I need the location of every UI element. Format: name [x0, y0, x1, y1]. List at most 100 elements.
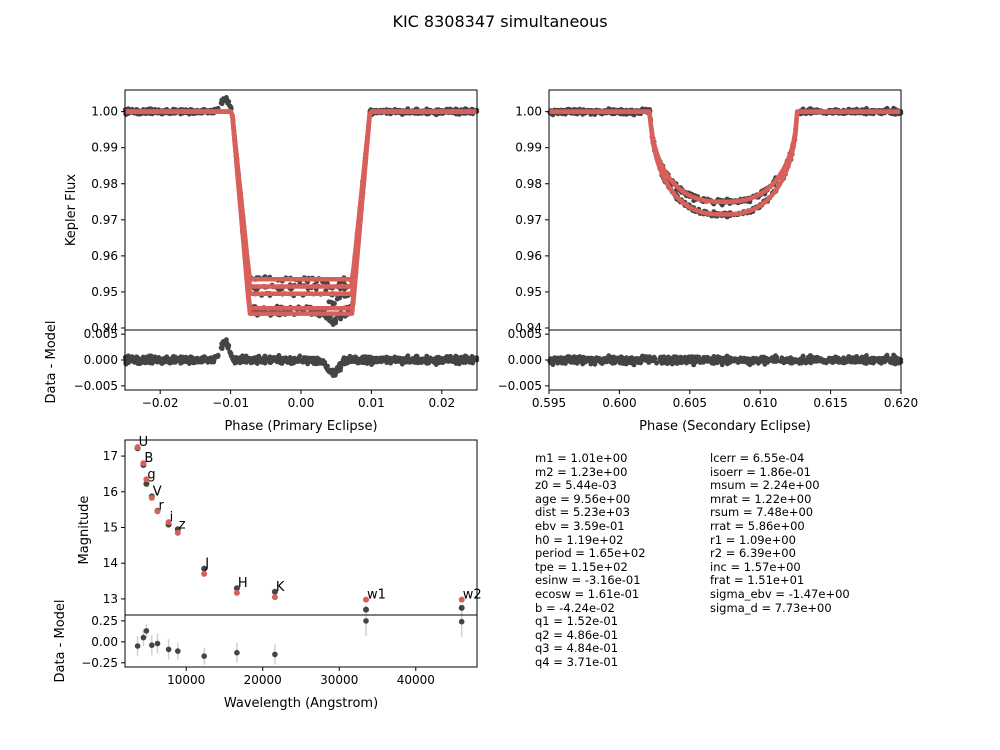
residual-point: [686, 358, 692, 363]
flux-data-point: [337, 315, 343, 321]
residual-point: [178, 360, 184, 366]
residual-point: [314, 355, 320, 361]
residual-point: [211, 357, 216, 362]
residual-point: [191, 360, 196, 366]
residual-point: [278, 357, 284, 363]
sed-residual-point: [175, 648, 181, 654]
residual-point: [296, 355, 301, 361]
sed-x-ticks: 10000 20000 30000 40000: [167, 667, 435, 687]
residual-point: [399, 356, 405, 362]
residual-point: [254, 360, 260, 365]
secondary-residual-y-ticks: 0.005 0.000 −0.005: [498, 327, 549, 393]
sed-residual-point: [458, 618, 465, 625]
sed-data-point: [233, 589, 240, 596]
residual-point: [657, 357, 663, 362]
residual-point: [556, 359, 562, 365]
sed-data-point: [154, 508, 161, 515]
sed-band-label: H: [238, 576, 248, 591]
residual-point: [325, 363, 330, 369]
residual-point: [566, 356, 572, 362]
sed-x-axis-label: Wavelength (Angstrom): [224, 696, 378, 711]
parameter-line: inc = 1.57e+00: [710, 559, 801, 574]
residual-point: [877, 355, 883, 361]
residual-point: [469, 355, 474, 361]
sed-band-label: i: [170, 510, 174, 525]
sed-residual-point: [165, 646, 172, 653]
residual-point: [841, 355, 846, 361]
parameter-line: ecosw = 1.61e-01: [535, 586, 640, 601]
secondary-residual-points: [547, 352, 904, 368]
primary-residual-y-axis-label: Data - Model: [44, 320, 59, 403]
residual-point: [675, 355, 680, 361]
residual-point: [800, 353, 806, 359]
primary-x-ticks: −0.02 −0.01 0.00 0.01 0.02: [142, 390, 455, 410]
residual-point: [387, 357, 393, 362]
primary-residual-y-ticks: 0.005 0.000 −0.005: [74, 327, 125, 393]
residual-point: [126, 359, 132, 365]
secondary-eclipse-panel: 0.595 0.600 0.605 0.610 0.615 0.620 0.940.950…: [498, 89, 918, 434]
sed-band-label: V: [153, 484, 162, 499]
residual-point: [239, 359, 245, 364]
residual-point: [749, 358, 755, 363]
residual-point: [446, 356, 452, 362]
residual-point: [572, 360, 578, 365]
residual-point: [228, 351, 234, 356]
primary-flux-y-ticks: 0.94 0.95 0.96 0.97 0.98 0.99 1.00: [91, 105, 125, 335]
residual-point: [732, 356, 738, 362]
residual-point: [690, 360, 695, 365]
residual-point: [738, 355, 743, 361]
sed-band-label: w1: [367, 588, 386, 603]
residual-point: [761, 355, 767, 361]
residual-point: [631, 362, 637, 368]
residual-point: [247, 356, 253, 362]
parameter-line: ebv = 3.59e-01: [535, 518, 625, 533]
flux-data-point: [328, 299, 334, 305]
y-tick-label: 0.25: [91, 614, 118, 628]
residual-point: [181, 357, 187, 363]
residual-point: [660, 359, 666, 365]
secondary-flux-y-ticks: 0.94 0.95 0.96 0.97 0.98 0.99 1.00: [515, 105, 549, 335]
y-tick-label: 1.00: [515, 105, 542, 119]
x-tick-label: 0.605: [673, 396, 707, 410]
residual-point: [309, 358, 314, 364]
residual-point: [680, 357, 686, 363]
residual-point: [556, 355, 562, 361]
residual-point: [793, 357, 799, 362]
parameter-line: m2 = 1.23e+00: [535, 464, 628, 479]
y-tick-label: 0.95: [515, 285, 542, 299]
residual-point: [330, 367, 336, 373]
residual-point: [138, 357, 144, 363]
parameter-line: lcerr = 6.55e-04: [710, 451, 805, 465]
x-tick-label: 20000: [244, 673, 282, 687]
y-tick-label: 17: [103, 449, 118, 463]
x-tick-label: 0.01: [358, 396, 385, 410]
residual-point: [818, 358, 824, 363]
y-tick-label: 0.99: [91, 141, 118, 155]
flux-model-curve: [548, 109, 902, 217]
residual-point: [185, 359, 190, 365]
residual-point: [597, 359, 603, 365]
x-tick-label: 10000: [167, 673, 205, 687]
residual-point: [161, 358, 166, 364]
sed-data-point: [201, 570, 208, 577]
y-tick-label: −0.005: [498, 379, 542, 393]
y-tick-label: 0.99: [515, 141, 542, 155]
sed-residual-point: [201, 653, 207, 659]
y-tick-label: 0.96: [515, 249, 542, 263]
parameter-line: r2 = 6.39e+00: [710, 546, 796, 561]
y-tick-label: 16: [103, 485, 118, 499]
sed-data-point: [165, 519, 172, 526]
residual-point: [225, 344, 231, 350]
residual-point: [761, 358, 767, 364]
sed-data-point: [271, 594, 278, 601]
parameter-line: tpe = 1.15e+02: [535, 559, 628, 574]
residual-point: [348, 356, 354, 362]
residual-point: [863, 355, 868, 360]
y-tick-label: 13: [103, 592, 118, 606]
figure-title: KIC 8308347 simultaneous: [392, 12, 607, 31]
sed-model-point: [201, 565, 208, 572]
x-tick-label: 40000: [397, 673, 435, 687]
residual-point: [597, 356, 602, 361]
parameter-line: frat = 1.51e+01: [710, 573, 805, 588]
